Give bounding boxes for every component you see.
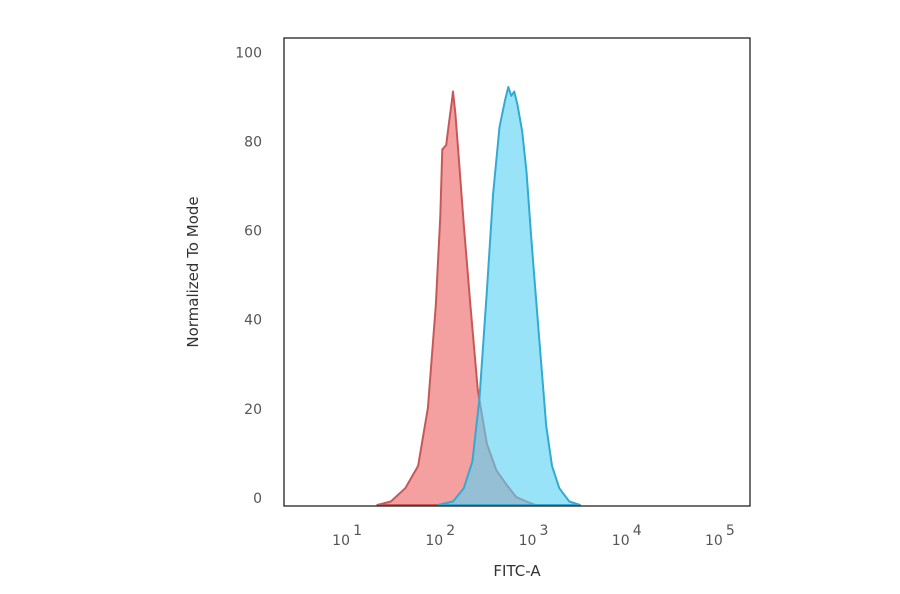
x-tick-exponent: 3 — [540, 523, 549, 539]
x-tick-label: 10 — [332, 533, 350, 549]
x-tick-label: 10 — [705, 533, 723, 549]
y-tick-label: 100 — [235, 45, 262, 61]
x-tick-label: 10 — [519, 533, 537, 549]
x-tick-label: 10 — [612, 533, 630, 549]
plot-frame — [283, 37, 751, 507]
y-tick-label: 0 — [253, 491, 262, 507]
y-tick-label: 60 — [244, 224, 262, 240]
x-tick-exponent: 4 — [633, 523, 642, 539]
series-layer — [376, 86, 581, 506]
y-tick-label: 40 — [244, 313, 262, 329]
x-tick-exponent: 2 — [446, 523, 455, 539]
histogram-series-2 — [437, 86, 581, 506]
y-axis-title: Normalized To Mode — [184, 196, 202, 347]
x-tick-label: 10 — [425, 533, 443, 549]
y-tick-label: 80 — [244, 134, 262, 150]
x-tick-exponent: 5 — [726, 523, 735, 539]
x-tick-exponent: 1 — [353, 523, 362, 539]
y-axis-ticks: 0 20 40 60 80 100 — [235, 45, 262, 507]
y-tick-label: 20 — [244, 402, 262, 418]
x-axis-title: FITC-A — [493, 562, 541, 580]
